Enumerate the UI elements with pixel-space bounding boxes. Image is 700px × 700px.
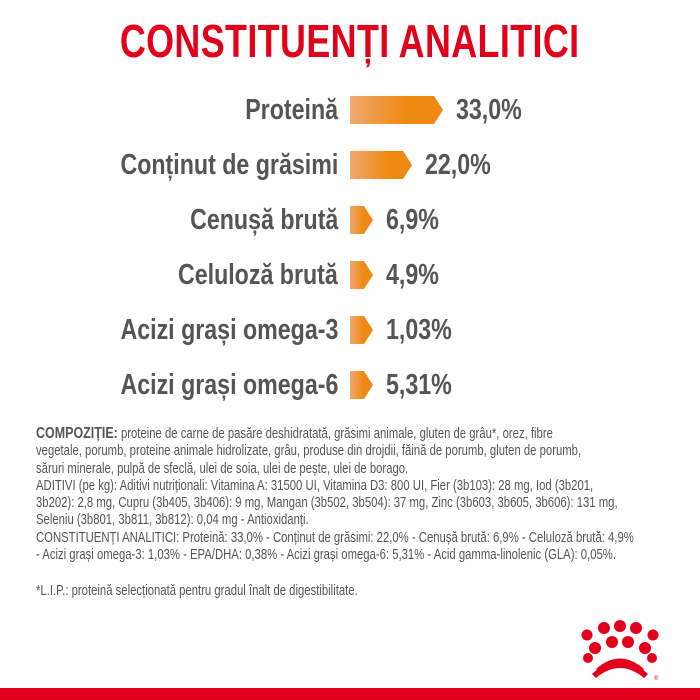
- chart-row: Acizi grași omega-3 1,03%: [0, 315, 700, 345]
- crown-logo: ®: [581, 620, 659, 682]
- chart-row: Cenușă brută 6,9%: [0, 205, 700, 235]
- value-label: 22,0%: [425, 149, 491, 181]
- category-label: Acizi grași omega-3: [120, 314, 338, 346]
- chart-row: Celuloză brută 4,9%: [0, 260, 700, 290]
- category-label: Cenușă brută: [189, 204, 338, 236]
- bar-shape: [350, 206, 373, 234]
- bar: [350, 371, 373, 399]
- bar: [350, 96, 444, 124]
- bar: [350, 151, 413, 179]
- bar: [350, 261, 373, 289]
- value-label: 5,31%: [386, 369, 452, 401]
- additives-line: 3b202): 2,8 mg, Cupru (3b405, 3b406): 9 …: [36, 495, 618, 512]
- additives-line: ADITIVI (pe kg): Aditivi nutriționali: V…: [36, 477, 594, 494]
- chart-row: Acizi grași omega-6 5,31%: [0, 370, 700, 400]
- chart-row: Proteină 33,0%: [0, 95, 700, 125]
- footer-bar: [0, 688, 700, 700]
- page-title: CONSTITUENȚI ANALITICI: [120, 15, 580, 67]
- chart-row: Conținut de grăsimi 22,0%: [0, 150, 700, 180]
- analytics-line: CONSTITUENȚI ANALITICI: Proteină: 33,0% …: [36, 529, 634, 546]
- value-label: 1,03%: [386, 314, 452, 346]
- bar: [350, 316, 373, 344]
- category-label: Conținut de grăsimi: [120, 149, 338, 181]
- composition-text: COMPOZIȚIE: proteine de carne de pasăre …: [36, 425, 700, 564]
- composition-heading: COMPOZIȚIE:: [36, 425, 118, 442]
- bar-shape: [350, 261, 373, 289]
- bar: [350, 206, 373, 234]
- composition-line: vegetale, porumb, proteine animale hidro…: [36, 443, 582, 460]
- category-label: Acizi grași omega-6: [120, 369, 338, 401]
- bar-shape: [350, 96, 444, 124]
- registered-mark: ®: [654, 675, 659, 682]
- value-label: 33,0%: [456, 94, 522, 126]
- bar-shape: [350, 316, 373, 344]
- value-label: 4,9%: [386, 259, 439, 291]
- bar-shape: [350, 151, 413, 179]
- footnote: *L.I.P.: proteină selecționată pentru gr…: [36, 583, 358, 599]
- composition-line: COMPOZIȚIE: proteine de carne de pasăre …: [36, 425, 553, 442]
- composition-line: săruri minerale, pulpă de sfeclă, ulei d…: [36, 460, 409, 477]
- category-label: Celuloză brută: [178, 259, 338, 291]
- category-label: Proteină: [245, 94, 338, 126]
- additives-line: Seleniu (3b801, 3b811, 3b812): 0,04 mg -…: [36, 512, 309, 529]
- analytics-line: - Acizi grași omega-3: 1,03% - EPA/DHA: …: [36, 547, 616, 564]
- value-label: 6,9%: [386, 204, 439, 236]
- bar-shape: [350, 371, 373, 399]
